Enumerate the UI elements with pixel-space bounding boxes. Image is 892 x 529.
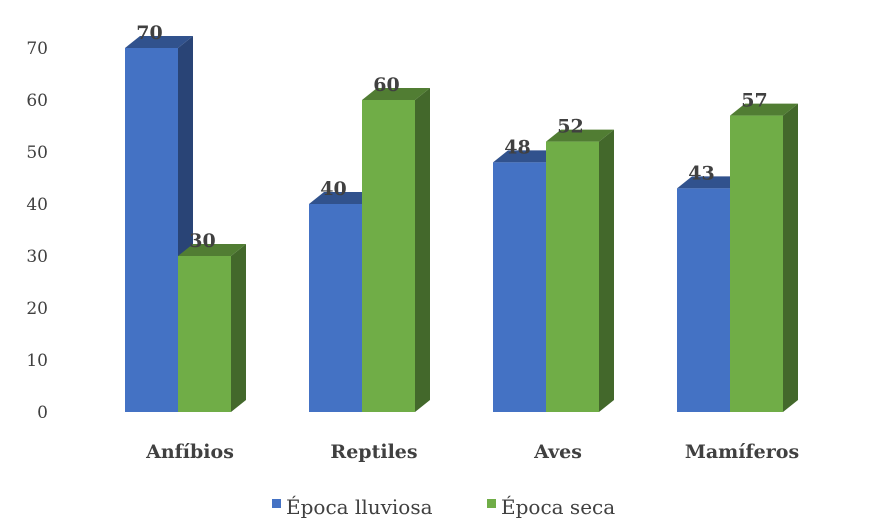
category-label: Mamíferos [685, 441, 799, 463]
bar-top [125, 36, 193, 48]
y-tick-label: 20 [26, 299, 48, 319]
y-tick-label: 40 [26, 195, 48, 215]
data-label: 52 [557, 116, 583, 138]
bar-top [730, 103, 798, 116]
y-tick-label: 30 [26, 247, 48, 267]
bar-top [493, 150, 561, 163]
category-label: Anfíbios [145, 441, 234, 463]
bar-top [546, 129, 614, 142]
data-label: 30 [189, 230, 215, 252]
bar-front [493, 162, 546, 412]
bar [178, 244, 246, 412]
bar-side [783, 103, 798, 412]
x-axis-categories: Anfíbios Reptiles Aves Mamíferos [145, 441, 799, 463]
data-label: 70 [136, 22, 162, 44]
legend: Época lluviosa Época seca [272, 495, 615, 519]
legend-label-series-2: Época seca [501, 495, 615, 519]
bar-top [178, 244, 246, 256]
bar-front [677, 188, 730, 412]
bar-front [546, 141, 599, 412]
bar-top [362, 88, 430, 100]
data-label: 43 [688, 162, 714, 184]
data-label: 48 [504, 136, 530, 158]
y-tick-label: 10 [26, 351, 48, 371]
bar-front [125, 48, 178, 412]
y-axis-ticks: 0 10 20 30 40 50 60 70 [26, 39, 48, 423]
y-tick-label: 0 [37, 403, 48, 423]
bar-side [231, 244, 246, 412]
bar-front [362, 100, 415, 412]
bar-front [730, 115, 783, 412]
bar [362, 88, 430, 412]
legend-swatch-series-1 [272, 499, 281, 508]
bar-top [309, 192, 377, 204]
bar [730, 103, 798, 412]
y-tick-label: 50 [26, 143, 48, 163]
bar-side [415, 88, 430, 412]
category-label: Aves [533, 441, 582, 463]
legend-label-series-1: Época lluviosa [286, 495, 433, 519]
data-label: 40 [320, 178, 346, 200]
bar-front [309, 204, 362, 412]
y-tick-label: 60 [26, 91, 48, 111]
bar-front [178, 256, 231, 412]
category-label: Reptiles [330, 441, 417, 463]
bars: 70 30 40 60 48 52 43 57 [125, 22, 798, 412]
y-tick-label: 70 [26, 39, 48, 59]
legend-swatch-series-2 [487, 499, 496, 508]
bar-top [677, 176, 745, 189]
data-label: 57 [741, 90, 767, 112]
bar-side [599, 129, 614, 412]
bar [546, 129, 614, 412]
data-label: 60 [373, 74, 399, 96]
